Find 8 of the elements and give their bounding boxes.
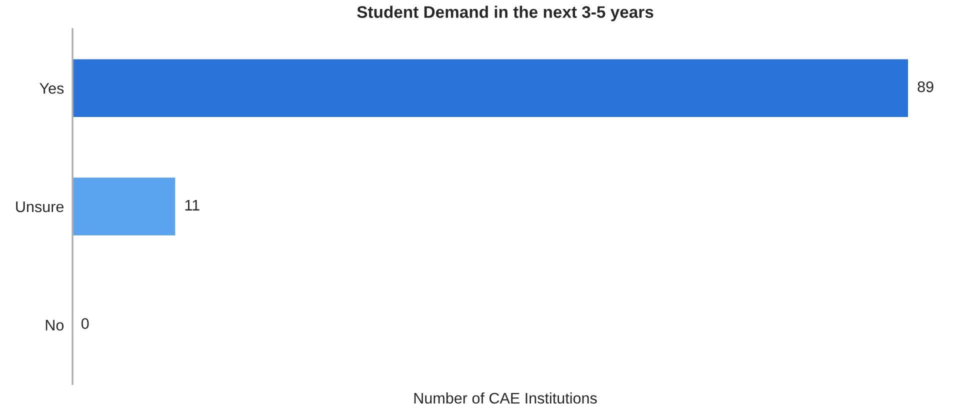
data-label: 0: [81, 318, 89, 329]
x-axis-title: Number of CAE Institutions: [414, 392, 597, 404]
chart-title: Student Demand in the next 3-5 years: [357, 6, 654, 22]
y-tick-label: No: [46, 320, 64, 331]
data-label: 89: [918, 81, 934, 92]
data-label: 11: [185, 200, 200, 210]
y-tick-label: Unsure: [16, 202, 64, 212]
y-tick-label: Yes: [40, 83, 64, 94]
